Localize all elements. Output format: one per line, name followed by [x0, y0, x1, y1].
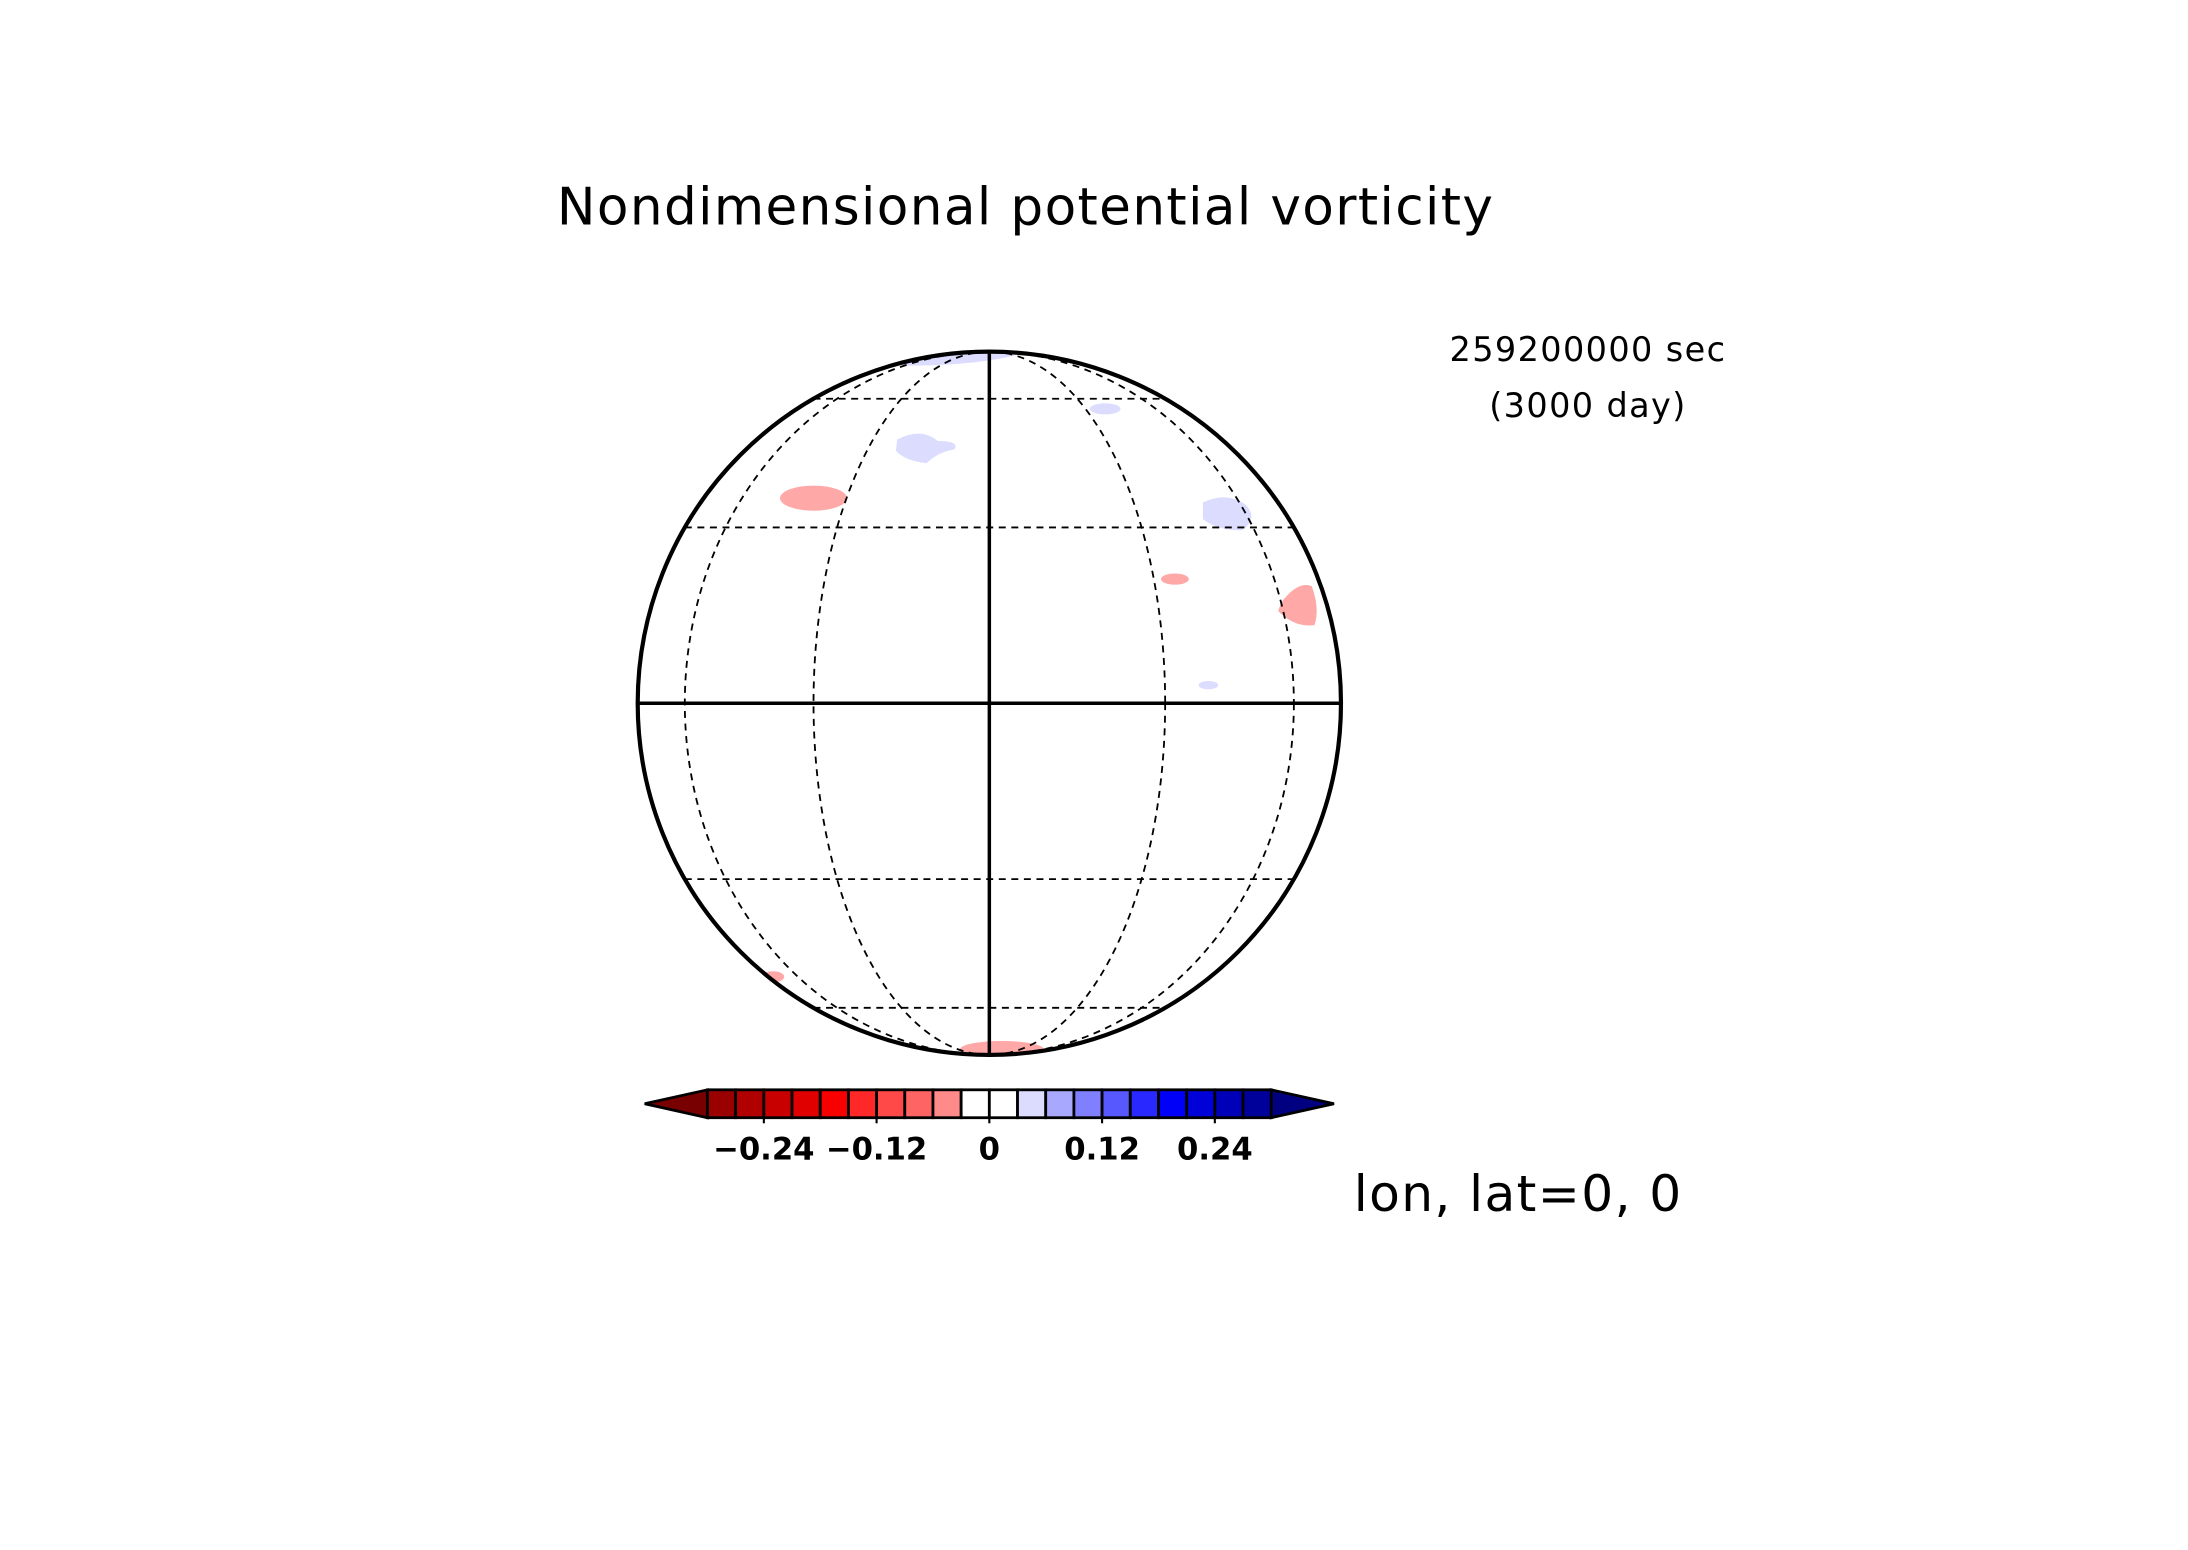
colorbar-box — [790, 1088, 822, 1120]
colorbar-tick-label: 0 — [979, 1133, 1000, 1168]
colorbar-box — [903, 1088, 935, 1120]
colorbar-box — [1072, 1088, 1104, 1120]
colorbar-box — [818, 1088, 850, 1120]
colorbar-box — [1016, 1088, 1048, 1120]
colorbar-box — [1100, 1088, 1132, 1120]
time-label-days: (3000 day) — [1489, 386, 1686, 425]
colorbar: −0.24 −0.12 0 0.12 0.24 — [644, 1088, 1335, 1168]
colorbar-box — [1128, 1088, 1160, 1120]
colorbar-tick-label: 0.24 — [1177, 1133, 1253, 1168]
patch — [1198, 680, 1219, 690]
projection-label: lon, lat=0, 0 — [1354, 1164, 1683, 1223]
colorbar-box — [875, 1088, 907, 1120]
colorbar-extend-high — [1269, 1088, 1335, 1120]
colorbar-box — [959, 1088, 991, 1120]
colorbar-tick-label: −0.24 — [713, 1133, 814, 1168]
patch — [1160, 573, 1189, 585]
colorbar-box — [931, 1088, 963, 1120]
colorbar-box — [1157, 1088, 1189, 1120]
colorbar-tick-label: −0.12 — [826, 1133, 927, 1168]
chart-title: Nondimensional potential vorticity — [557, 178, 1494, 238]
colorbar-tick-label: 0.12 — [1064, 1133, 1140, 1168]
patch — [1089, 403, 1121, 415]
patch — [1202, 497, 1252, 531]
colorbar-box — [1185, 1088, 1217, 1120]
colorbar-box — [762, 1088, 794, 1120]
colorbar-box — [987, 1088, 1019, 1120]
colorbar-extend-low — [644, 1088, 709, 1120]
colorbar-box — [847, 1088, 878, 1120]
colorbar-box — [1044, 1088, 1076, 1120]
globe-outline — [635, 349, 1344, 1058]
vorticity-patches — [761, 352, 1317, 1055]
colorbar-box — [706, 1088, 738, 1120]
colorbar-box — [734, 1088, 766, 1120]
patch — [1278, 584, 1317, 626]
colorbar-box — [1241, 1088, 1273, 1120]
patch — [895, 433, 956, 464]
time-label: 259200000 sec — [1450, 330, 1727, 369]
colorbar-box — [1213, 1088, 1245, 1120]
patch — [780, 485, 848, 511]
